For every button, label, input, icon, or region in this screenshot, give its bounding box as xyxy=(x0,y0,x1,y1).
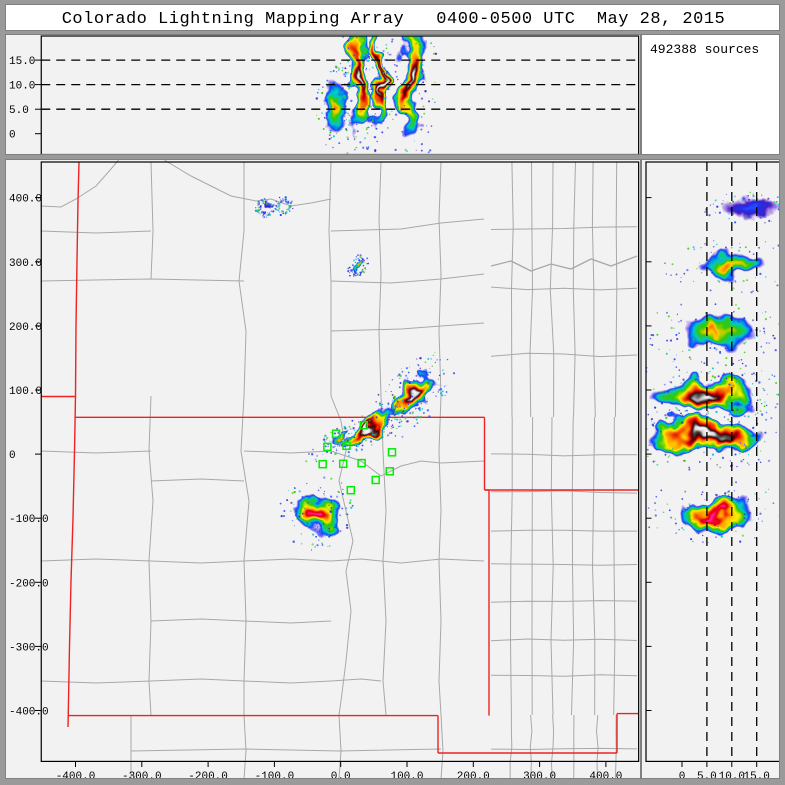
svg-text:-200.0: -200.0 xyxy=(9,578,49,590)
svg-text:-100.0: -100.0 xyxy=(255,771,295,779)
svg-text:-400.0: -400.0 xyxy=(56,771,96,779)
svg-text:0.0: 0.0 xyxy=(331,771,351,779)
svg-text:300.0: 300.0 xyxy=(9,258,42,270)
svg-text:-100.0: -100.0 xyxy=(9,514,49,526)
svg-text:15.0: 15.0 xyxy=(743,771,769,779)
svg-text:-300.0: -300.0 xyxy=(122,771,162,779)
svg-text:0: 0 xyxy=(9,130,16,142)
svg-text:-400.0: -400.0 xyxy=(9,707,49,719)
svg-text:-200.0: -200.0 xyxy=(188,771,228,779)
svg-text:200.0: 200.0 xyxy=(457,771,490,779)
svg-text:5.0: 5.0 xyxy=(697,771,717,779)
svg-text:-300.0: -300.0 xyxy=(9,642,49,654)
svg-text:100.0: 100.0 xyxy=(9,386,42,398)
svg-text:10.0: 10.0 xyxy=(9,81,35,93)
svg-text:200.0: 200.0 xyxy=(9,322,42,334)
svg-text:400.0: 400.0 xyxy=(589,771,622,779)
svg-text:100.0: 100.0 xyxy=(390,771,423,779)
svg-text:300.0: 300.0 xyxy=(523,771,556,779)
svg-text:400.0: 400.0 xyxy=(9,194,42,206)
svg-text:5.0: 5.0 xyxy=(9,105,29,117)
svg-text:15.0: 15.0 xyxy=(9,56,35,68)
svg-text:0: 0 xyxy=(9,450,16,462)
svg-text:0: 0 xyxy=(679,771,686,779)
svg-text:10.0: 10.0 xyxy=(719,771,745,779)
